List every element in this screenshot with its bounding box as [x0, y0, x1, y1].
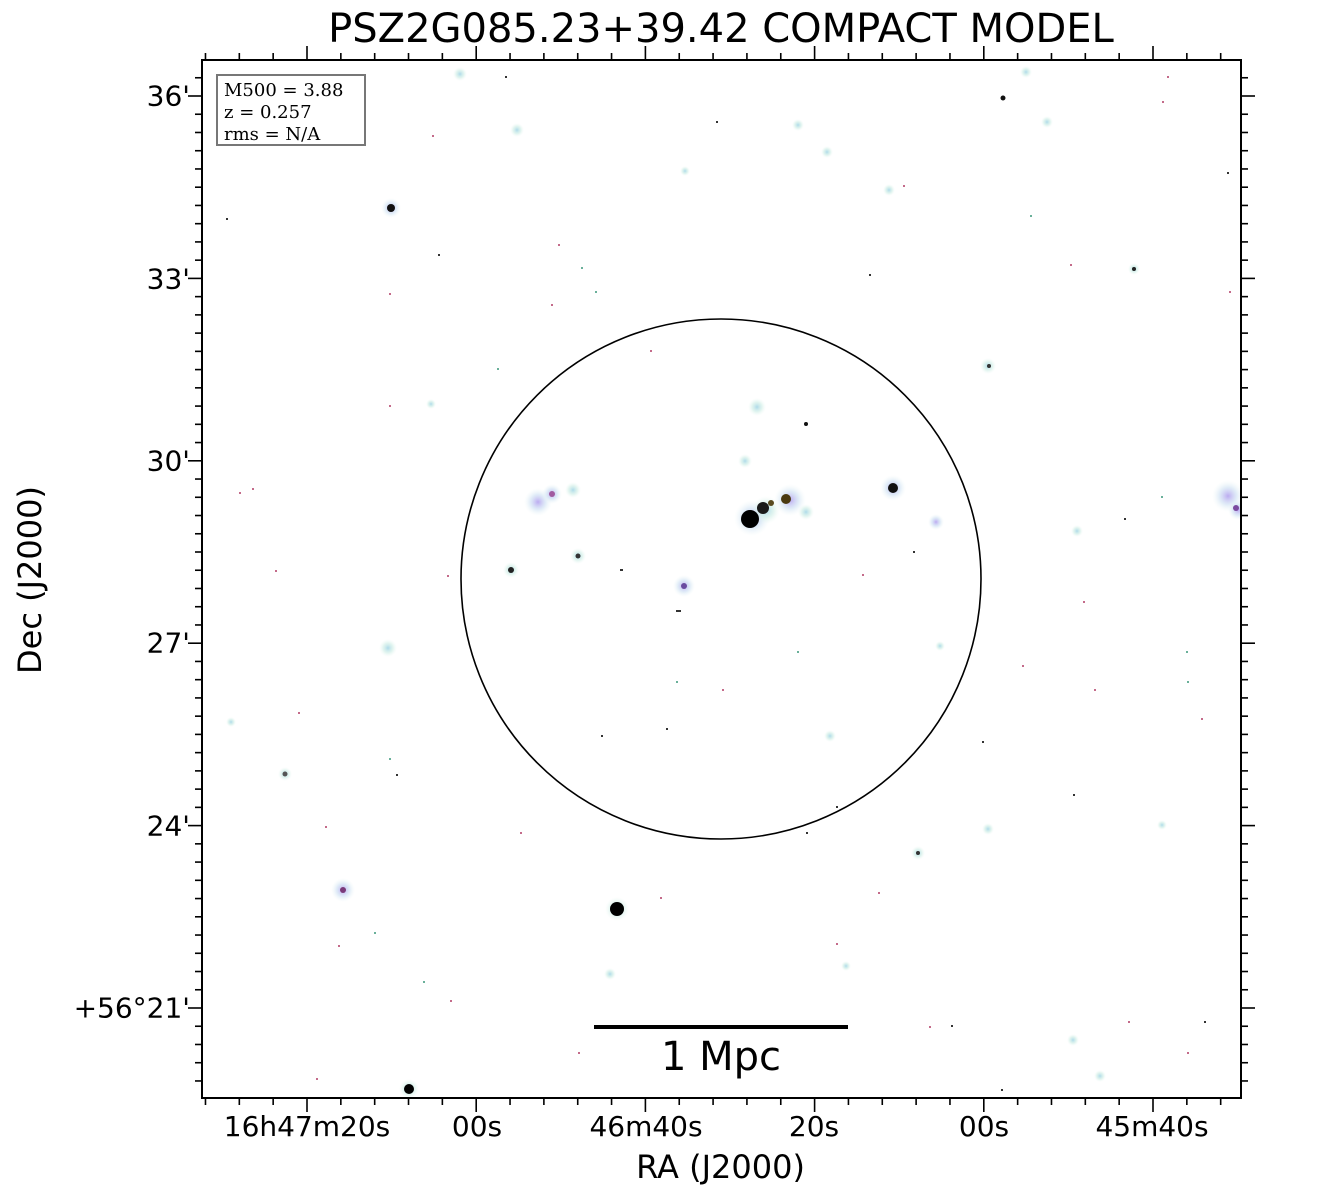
x-tick-label-2: 46m40s	[589, 1110, 703, 1143]
legend-redshift: z = 0.257	[224, 102, 312, 123]
source-halo	[1071, 525, 1083, 537]
info-legend: M500 = 3.88 z = 0.257 rms = N/A	[216, 74, 366, 146]
source-halo	[824, 730, 836, 742]
source-halo	[226, 717, 236, 727]
source-halo	[1020, 66, 1032, 78]
source-halo	[748, 398, 766, 416]
source-core	[987, 364, 991, 368]
y-tick-label-5: +56°21'	[73, 991, 190, 1025]
x-axis-label: RA (J2000)	[636, 1148, 805, 1186]
y-tick-label-1: 33'	[146, 262, 190, 296]
source-core	[916, 851, 920, 855]
source-halo	[883, 184, 895, 196]
source-core	[508, 567, 514, 573]
source-core	[404, 1084, 414, 1094]
y-tick-label-4: 24'	[146, 809, 190, 843]
source-halo	[1067, 1034, 1079, 1046]
image-frame	[201, 59, 1242, 1099]
source-halo	[1094, 1070, 1106, 1082]
source-core	[1132, 267, 1136, 271]
source-halo	[453, 67, 467, 81]
source-halo	[798, 504, 814, 520]
source-core	[781, 494, 791, 504]
axis-ticks	[188, 46, 1255, 1112]
source-core	[282, 771, 288, 777]
source-core	[741, 510, 759, 528]
x-tick-label-4: 00s	[958, 1110, 1010, 1143]
source-core	[804, 422, 808, 426]
legend-m500: M500 = 3.88	[224, 80, 344, 101]
x-tick-label-5: 45m40s	[1095, 1110, 1209, 1143]
cluster-aperture-circle	[460, 318, 982, 840]
source-halo	[982, 823, 994, 835]
source-halo	[738, 454, 752, 468]
noise-speckles	[239, 76, 1231, 1080]
y-tick-label-3: 27'	[146, 626, 190, 660]
source-halo	[510, 123, 524, 137]
source-halo	[935, 641, 945, 651]
noise-speckles-green	[374, 215, 1189, 983]
source-halo	[841, 961, 851, 971]
legend-rms: rms = N/A	[224, 124, 321, 145]
source-halo	[1041, 116, 1053, 128]
x-tick-label-0: 16h47m20s	[223, 1110, 391, 1143]
x-tick-label-1: 00s	[451, 1110, 503, 1143]
source-halo	[821, 146, 833, 158]
source-core	[575, 553, 581, 559]
y-tick-label-2: 30'	[146, 444, 190, 478]
source-core	[768, 500, 774, 506]
source-core	[1000, 95, 1006, 101]
source-core	[888, 483, 898, 493]
source-core	[549, 491, 555, 497]
source-halo	[792, 119, 804, 131]
source-halo	[680, 166, 690, 176]
scale-bar-label: 1 Mpc	[660, 1034, 782, 1080]
source-halo	[426, 399, 436, 409]
y-axis-label: Dec (J2000)	[11, 486, 49, 674]
noise-speckles-dark	[226, 76, 1229, 1091]
source-core	[681, 583, 687, 589]
source-core	[1233, 505, 1239, 511]
y-tick-label-0: 36'	[146, 79, 190, 113]
source-core	[340, 887, 346, 893]
source-core	[757, 502, 769, 514]
figure-title: PSZ2G085.23+39.42 COMPACT MODEL	[328, 6, 1114, 52]
image-background	[202, 60, 1241, 1098]
source-halo	[379, 639, 397, 657]
source-halo	[928, 514, 944, 530]
source-core	[387, 204, 395, 212]
source-halo	[604, 968, 616, 980]
source-core	[610, 902, 624, 916]
source-halo	[565, 482, 581, 498]
source-halo	[1157, 820, 1167, 830]
x-tick-label-3: 20s	[788, 1110, 840, 1143]
